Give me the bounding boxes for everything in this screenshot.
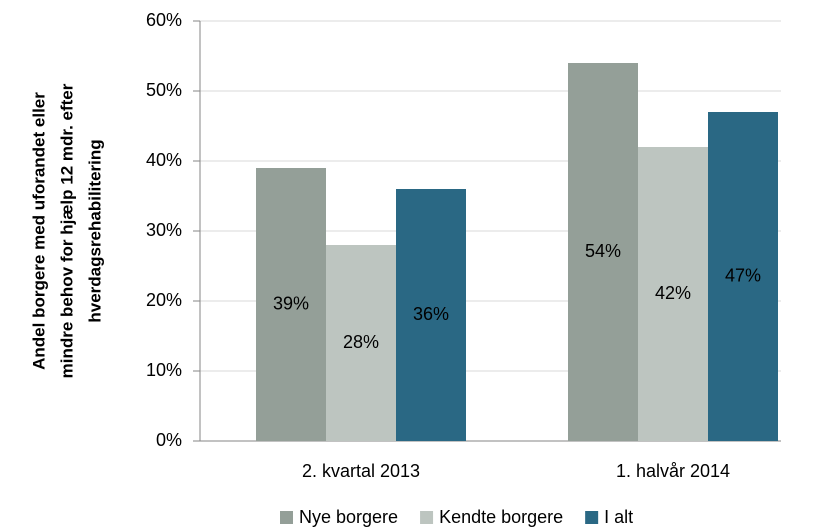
legend-label: Kendte borgere [439, 507, 563, 527]
y-tick-label: 50% [146, 80, 182, 100]
y-tick-label: 30% [146, 220, 182, 240]
legend-swatch [280, 511, 293, 524]
data-label: 36% [413, 304, 449, 324]
data-label: 54% [585, 241, 621, 261]
data-label: 39% [273, 293, 309, 313]
y-tick-label: 60% [146, 10, 182, 30]
y-tick-label: 40% [146, 150, 182, 170]
legend-label: I alt [604, 507, 633, 527]
legend-label: Nye borgere [299, 507, 398, 527]
bar [396, 189, 466, 441]
bar [708, 112, 778, 441]
data-label: 42% [655, 283, 691, 303]
y-tick-label: 20% [146, 290, 182, 310]
bar [568, 63, 638, 441]
legend-swatch [420, 511, 434, 524]
y-axis-title-line: hverdagsrehabilitering [85, 139, 104, 322]
y-tick-label: 10% [146, 360, 182, 380]
data-label: 28% [343, 332, 379, 352]
y-axis-title-line: mindre behov for hjælp 12 mdr. efter [57, 83, 76, 378]
bar [638, 147, 708, 441]
bar [256, 168, 326, 441]
x-tick-label: 2. kvartal 2013 [302, 461, 420, 481]
bar [326, 245, 396, 441]
x-tick-label: 1. halvår 2014 [616, 461, 730, 481]
y-axis-title: Andel borgere med uforandet eller mindre … [29, 83, 104, 378]
data-label: 47% [725, 265, 761, 285]
legend-swatch [585, 511, 599, 524]
y-axis-title-line: Andel borgere med uforandet eller [29, 92, 48, 370]
y-tick-label: 0% [156, 430, 182, 450]
